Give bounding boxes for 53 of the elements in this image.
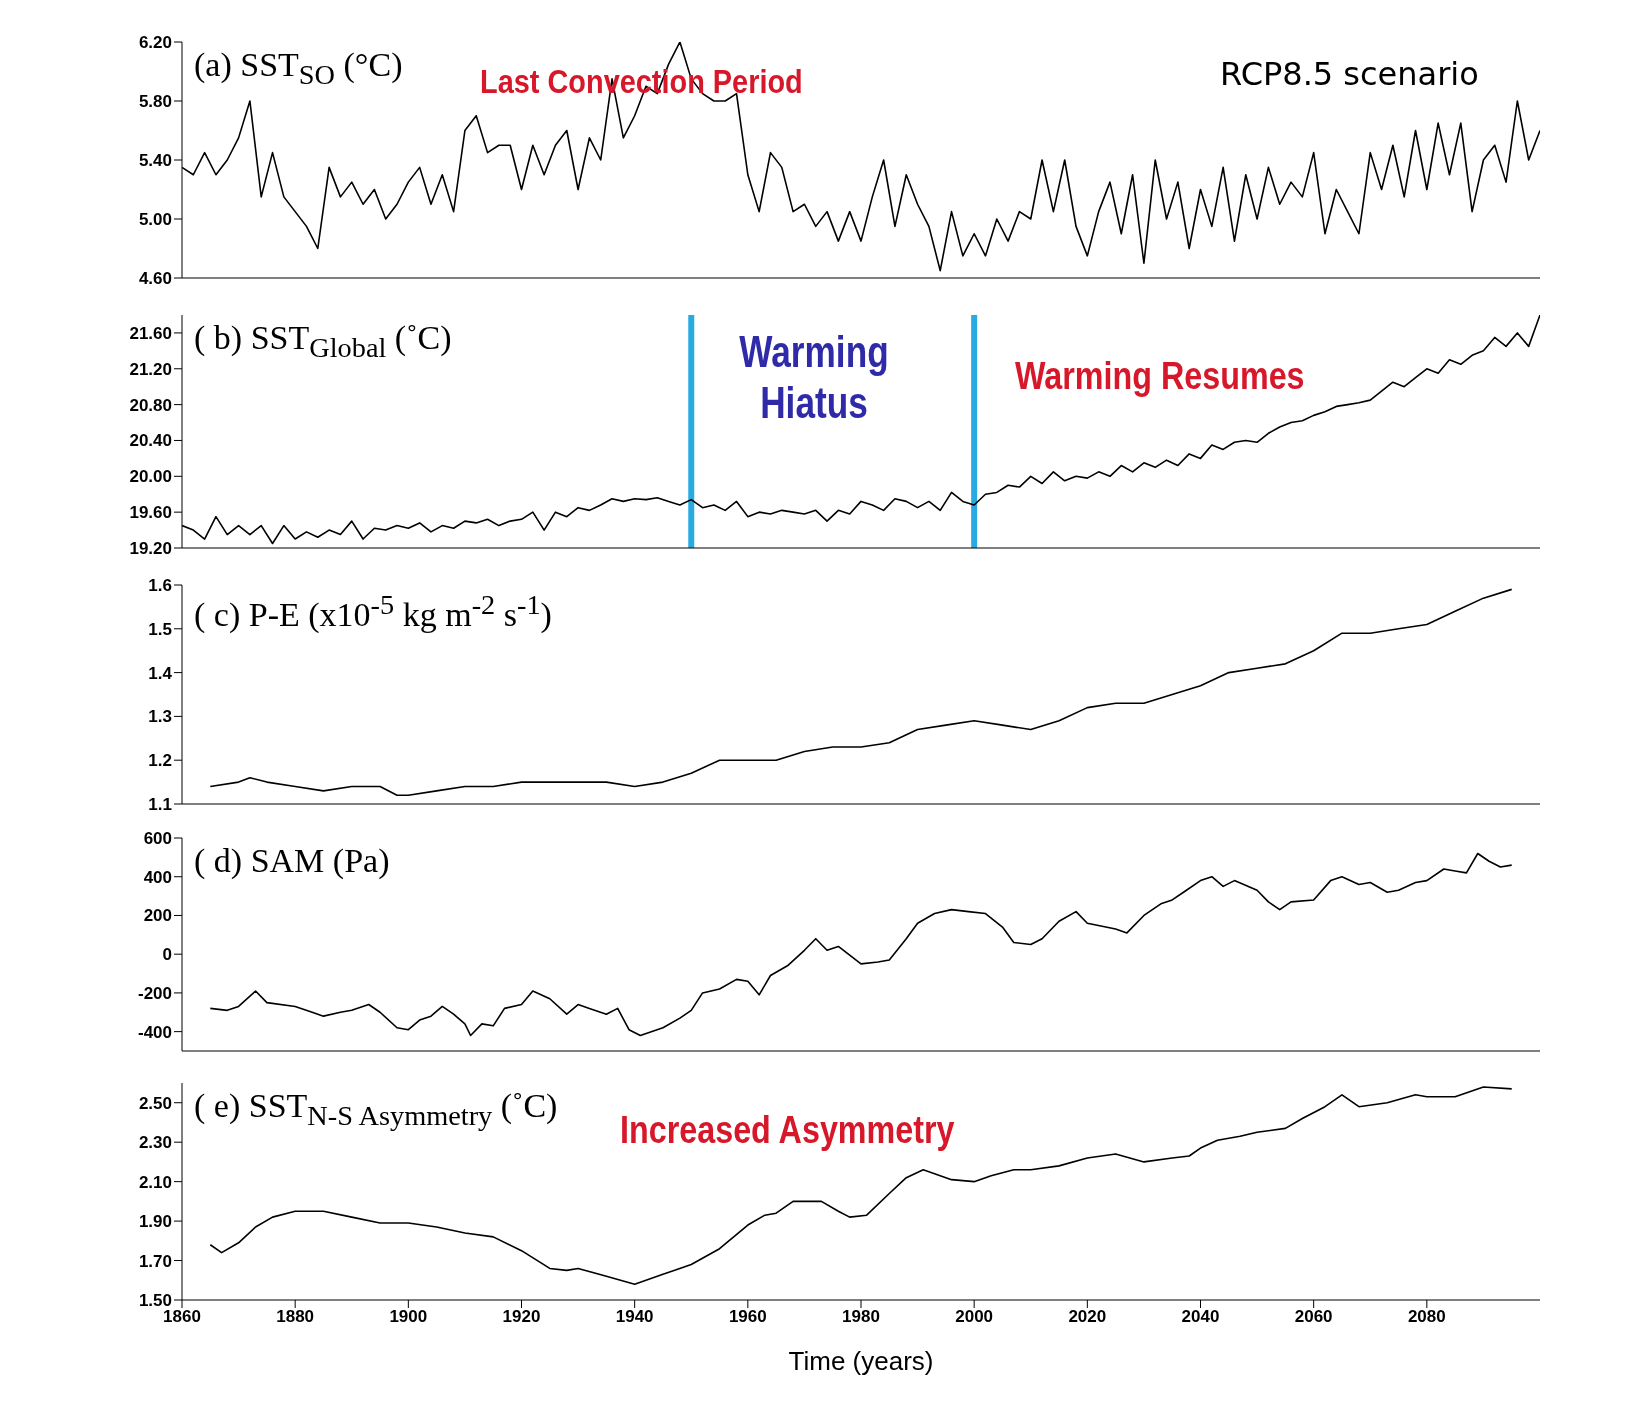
line-series [209,588,1513,797]
y-tick-label: 200 [143,906,172,926]
y-tick-label: 19.20 [129,539,172,559]
x-tick-label: 2080 [1407,1307,1446,1327]
y-tick-label: 4.60 [138,269,172,289]
annotation: Warming Resumes [1015,355,1305,399]
x-tick-label: 1960 [728,1307,767,1327]
y-tick-label: 1.3 [148,707,172,727]
x-tick-label: 1900 [389,1307,428,1327]
x-tick-label: 2020 [1068,1307,1107,1327]
y-tick-label: 0 [162,945,172,965]
y-tick-label: 1.5 [148,619,172,639]
y-tick-label: 5.00 [138,210,172,230]
y-tick-label: 2.10 [138,1172,172,1192]
y-tick-label: 1.90 [138,1212,172,1232]
y-tick-label: 6.20 [138,33,172,53]
x-axis-title: Time (years) [787,1346,935,1377]
annotation: RCP8.5 scenario [1220,55,1479,93]
x-tick-label: 2040 [1181,1307,1220,1327]
chart-title: ( d) SAM (Pa) [194,842,390,880]
x-tick-label: 1880 [276,1307,315,1327]
y-tick-label: 5.40 [138,151,172,171]
y-tick-label: 400 [143,867,172,887]
y-tick-label: -200 [137,983,172,1003]
y-tick-label: -400 [137,1022,172,1042]
x-tick-label: 1920 [502,1307,541,1327]
annotation: Warming Hiatus [738,327,890,429]
x-tick-label: 1980 [842,1307,880,1327]
x-tick-label: 2000 [955,1307,994,1327]
chart-title: ( b) SST$_{Global}$ (˚C) [194,319,452,364]
y-tick-label: 1.2 [148,751,172,771]
y-tick-label: 20.40 [129,431,172,451]
x-tick-label: 1940 [615,1307,654,1327]
y-tick-label: 20.00 [129,467,172,487]
y-tick-label: 1.6 [148,576,172,596]
y-tick-label: 1.70 [138,1251,172,1271]
y-tick-label: 20.80 [129,395,172,415]
line-series [209,1086,1513,1286]
chart-title: ( e) SST$_{N-S Asymmetry}$ (˚C) [194,1087,558,1132]
y-tick-label: 5.80 [138,92,172,112]
annotation: Increased Asymmetry [620,1109,955,1153]
y-tick-label: 2.30 [138,1133,172,1153]
y-tick-label: 1.1 [148,795,172,815]
x-tick-label: 2060 [1294,1307,1333,1327]
y-tick-label: 21.60 [129,323,172,343]
y-tick-label: 2.50 [138,1093,172,1113]
y-tick-label: 19.60 [129,503,172,523]
y-tick-label: 600 [143,829,172,849]
y-tick-label: 21.20 [129,359,172,379]
chart-title: ( c) P-E (x10$^{-5}$ kg m$^{-2}$ s$^{-1}$) [194,589,552,635]
line-series [182,315,1540,545]
chart-title: (a) SST$_{SO}$ (°C) [194,46,403,91]
y-tick-label: 1.4 [148,663,173,683]
